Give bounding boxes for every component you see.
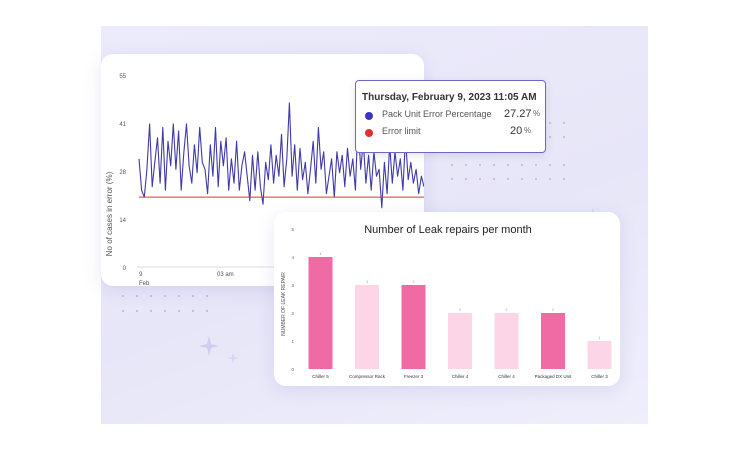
line-x-tick-label: 9 bbox=[139, 272, 143, 278]
tooltip-label: Pack Unit Error Percentage bbox=[382, 109, 492, 119]
bar bbox=[401, 285, 426, 369]
bar-category-label: Packaged DX Unit bbox=[535, 374, 573, 379]
tooltip-label: Error limit bbox=[382, 126, 421, 136]
bar-y-ticks: 0 1 2 3 4 5 bbox=[291, 227, 294, 372]
line-y-ticks: 0 14 28 41 55 bbox=[119, 74, 126, 272]
tooltip-unit: % bbox=[533, 109, 541, 118]
bar-data-label: 4 bbox=[320, 252, 322, 256]
bar-category-label: Chiller 4 bbox=[452, 374, 469, 379]
line-x-tick-sublabel: Feb bbox=[139, 281, 150, 286]
bar bbox=[448, 313, 472, 369]
line-y-tick-label: 28 bbox=[119, 170, 126, 176]
bar-data-label: 2 bbox=[552, 308, 554, 312]
line-y-tick-label: 14 bbox=[119, 218, 126, 224]
line-series-group bbox=[138, 102, 424, 209]
bar bbox=[355, 285, 379, 369]
bar-category-label: Compressor Rack bbox=[349, 374, 386, 379]
bar bbox=[541, 313, 565, 369]
line-x-ticks: 9 Feb 03 am bbox=[139, 272, 234, 286]
line-series-pack-unit bbox=[138, 102, 424, 209]
bar-data-label: 2 bbox=[506, 308, 508, 312]
bar-category-label: Chiller 5 bbox=[312, 374, 329, 379]
decorative-dots-right bbox=[451, 122, 565, 180]
tooltip-unit: % bbox=[524, 126, 532, 135]
bar-category-label: Chiller 4 bbox=[498, 374, 515, 379]
sparkle-small-icon bbox=[227, 352, 239, 364]
bar-y-tick-label: 4 bbox=[291, 255, 294, 260]
bar-data-label: 3 bbox=[366, 280, 368, 284]
line-y-axis-title: No of cases in error (%) bbox=[105, 171, 114, 256]
tooltip-row-error-limit: Error limit 20 % bbox=[362, 125, 542, 140]
bar bbox=[587, 341, 612, 369]
line-y-tick-label: 0 bbox=[123, 266, 127, 272]
bar-y-axis-title: NUMBER OF LEAK REPAIR bbox=[281, 272, 287, 336]
bar-chart-title: Number of Leak repairs per month bbox=[364, 224, 532, 236]
tooltip-title: Thursday, February 9, 2023 11:05 AM bbox=[362, 92, 537, 103]
bar-y-tick-label: 1 bbox=[291, 339, 294, 344]
bar-chart-card: Number of Leak repairs per month NUMBER … bbox=[274, 212, 620, 386]
bar-chart: Number of Leak repairs per month NUMBER … bbox=[281, 224, 612, 379]
line-y-tick-label: 41 bbox=[119, 122, 126, 128]
bar-data-label: 2 bbox=[459, 308, 461, 312]
bar-category-label: Chiller 3 bbox=[591, 374, 608, 379]
line-y-tick-label: 55 bbox=[119, 74, 126, 80]
tooltip-value: 27.27 bbox=[504, 108, 532, 120]
bar bbox=[494, 313, 519, 369]
sparkle-icon bbox=[199, 336, 219, 356]
bar-category-label: Freezer 3 bbox=[404, 374, 424, 379]
bar-y-tick-label: 5 bbox=[291, 227, 294, 232]
series-dot-icon bbox=[365, 129, 373, 137]
tooltip-value: 20 bbox=[510, 125, 523, 137]
tooltip-row-pack-unit: Pack Unit Error Percentage 27.27 % bbox=[362, 108, 542, 123]
bar-data-label: 1 bbox=[599, 336, 601, 340]
chart-tooltip: Thursday, February 9, 2023 11:05 AM Pack… bbox=[355, 80, 546, 153]
bar-y-tick-label: 3 bbox=[291, 283, 294, 288]
line-x-tick-label: 03 am bbox=[217, 272, 234, 278]
decorative-dots-left bbox=[122, 295, 208, 312]
bar-data-label: 3 bbox=[413, 280, 415, 284]
bar-y-tick-label: 0 bbox=[291, 367, 294, 372]
bar bbox=[308, 257, 333, 369]
bar-y-tick-label: 2 bbox=[291, 311, 294, 316]
series-dot-icon bbox=[365, 112, 373, 120]
bar-marks: 4 Chiller 5 3 Compressor Rack 3 Freezer 3 2 Chi… bbox=[308, 252, 612, 379]
